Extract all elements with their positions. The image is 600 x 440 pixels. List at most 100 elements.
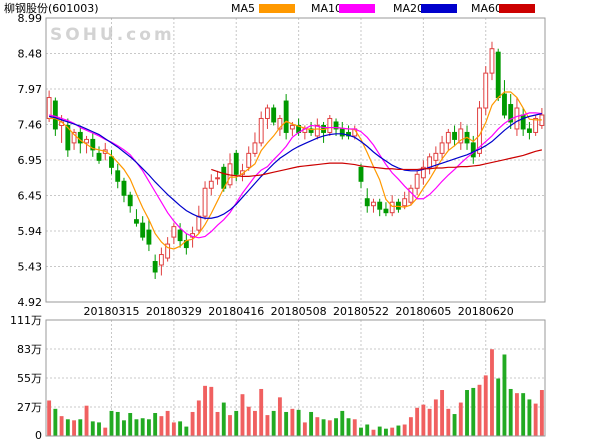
volume-bar — [165, 410, 170, 436]
date-tick-label: 20180315 — [83, 305, 139, 318]
candle — [171, 223, 177, 245]
candle — [452, 125, 457, 147]
volume-bar — [209, 386, 214, 436]
volume-bar — [309, 411, 314, 436]
volume-bar — [128, 413, 133, 436]
candle-body — [146, 229, 152, 245]
sohu-watermark: SOHU.com — [50, 25, 175, 45]
volume-tick-label: 111万 — [10, 314, 42, 327]
candle — [215, 170, 220, 185]
candle — [508, 94, 514, 129]
ma60-line — [211, 149, 543, 177]
date-tick-label: 20180416 — [208, 305, 264, 318]
candle — [327, 114, 333, 136]
volume-bar — [365, 424, 370, 436]
volume-bar — [377, 426, 382, 436]
candle-body — [208, 180, 214, 189]
candle — [483, 66, 489, 115]
date-tick-label: 20180620 — [458, 305, 514, 318]
volume-bar — [53, 408, 58, 436]
volume-bar — [321, 419, 326, 436]
ma5-line — [49, 91, 542, 250]
volume-bar — [465, 390, 469, 436]
candle-body — [258, 117, 264, 144]
volume-bar — [427, 408, 432, 436]
legend-swatch-ma5 — [259, 4, 295, 13]
candle — [383, 202, 389, 217]
candle — [246, 146, 252, 171]
candle-body — [196, 215, 202, 231]
price-tick-label: 5.43 — [18, 261, 43, 274]
candle — [402, 191, 408, 210]
price-tick-label: 7.97 — [18, 83, 43, 96]
date-tick-label: 20180605 — [395, 305, 451, 318]
ma-legend: MA5 MA10 MA20 MA60 — [231, 2, 535, 15]
candle — [526, 121, 532, 140]
volume-bar — [352, 419, 357, 436]
candle-body — [433, 152, 439, 161]
candle — [152, 254, 158, 279]
candle — [127, 191, 133, 213]
volume-bar — [240, 394, 245, 436]
volume-bar — [253, 410, 257, 436]
candle — [196, 205, 202, 234]
price-tick-label: 8.48 — [18, 48, 43, 61]
volume-bar — [284, 411, 289, 436]
candle — [458, 121, 464, 150]
volume-tick-label: 83万 — [17, 343, 42, 356]
candle-body — [420, 166, 426, 179]
volume-bar — [228, 415, 232, 436]
candle — [252, 132, 258, 157]
volume-bar — [103, 427, 108, 436]
candle-body — [427, 156, 433, 168]
candle — [502, 80, 507, 119]
candle-body — [508, 104, 514, 123]
candle — [533, 114, 539, 136]
volume-bar — [402, 424, 407, 436]
volume-bar — [421, 404, 426, 436]
volume-bar — [140, 418, 145, 436]
volume-bar — [59, 416, 64, 436]
volume-tick-label: 27万 — [17, 401, 42, 414]
candle — [358, 163, 364, 189]
volume-bar — [290, 408, 295, 436]
volume-bar — [277, 397, 282, 436]
candle — [109, 149, 114, 175]
candle — [420, 160, 426, 185]
volume-bar — [90, 421, 95, 436]
volume-bar — [396, 425, 401, 436]
volume-bar — [302, 422, 307, 436]
legend-label-ma10: MA10 — [311, 2, 342, 15]
price-y-axis: 8.99 8.48 7.97 7.46 6.95 6.45 5.94 5.43 4.92 — [18, 12, 43, 309]
legend-label-ma5: MA5 — [231, 2, 255, 15]
volume-bar — [446, 408, 451, 436]
candle-body — [495, 51, 501, 99]
candle-body — [277, 117, 283, 130]
volume-bar — [215, 411, 220, 436]
candle-body — [165, 243, 171, 259]
volume-bar — [521, 393, 526, 436]
ma20-line — [48, 113, 543, 219]
volume-bar — [433, 399, 438, 436]
price-tick-label: 8.99 — [18, 12, 43, 25]
volume-bar — [527, 399, 532, 436]
candle — [364, 188, 370, 213]
price-tick-label: 6.95 — [18, 154, 43, 167]
volume-bar — [340, 410, 345, 436]
candle-body — [327, 117, 333, 133]
price-tick-label: 5.94 — [18, 225, 43, 238]
moving-average-lines — [48, 91, 543, 250]
candle-body — [264, 107, 270, 119]
candle-body — [371, 201, 376, 207]
volume-bar — [296, 409, 301, 436]
volume-bar — [190, 411, 195, 436]
price-panel: 8.99 8.48 7.97 7.46 6.95 6.45 5.94 5.43 4.92 — [18, 12, 546, 309]
candle — [308, 121, 314, 136]
volume-bar — [371, 429, 376, 436]
volume-bar — [408, 417, 413, 436]
volume-bar — [514, 393, 519, 436]
candle-body — [65, 124, 71, 151]
candle-body — [470, 142, 476, 158]
candle — [277, 114, 283, 136]
